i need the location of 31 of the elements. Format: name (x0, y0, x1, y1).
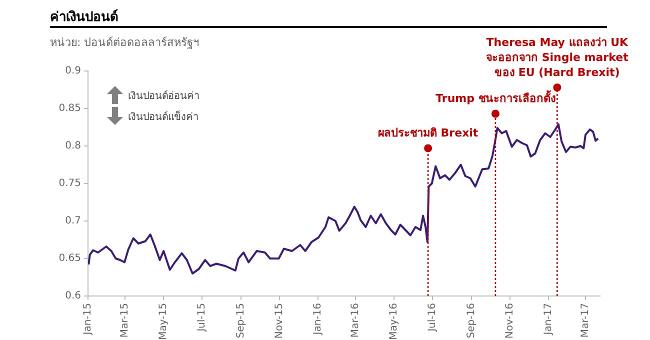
point (491, 110, 500, 118)
point (424, 144, 432, 152)
x-tick-label: Sep-15 (236, 303, 247, 338)
ref-line-label: Theresa May แถลงว่า UK จะออกจาก Single market ของ EU (Hard Brexit) (486, 36, 629, 79)
y-tick-label: 0.6 (65, 290, 81, 302)
annotation: เงินปอนด์แข็งค่า (128, 109, 199, 124)
ref-line-label: Trump ชนะการเลือกตั้ง (436, 90, 556, 106)
x-tick-label: Nov-16 (504, 303, 516, 339)
y-tick-label: 0.9 (65, 66, 81, 77)
chart-title: ค่าเงินปอนด์ (50, 8, 118, 27)
y-tick-label: 0.85 (58, 103, 81, 114)
y-tick-label: 0.65 (58, 253, 81, 264)
x-tick-label: May-15 (158, 303, 170, 340)
point (553, 84, 562, 92)
x-tick-label: Nov-15 (274, 303, 286, 339)
x-tick-label: Mar-16 (350, 303, 362, 338)
x-tick-label: May-16 (388, 303, 400, 340)
x-tick-label: Jan-17 (542, 303, 554, 336)
x-tick-label: Sep-16 (466, 303, 478, 338)
y-tick-label: 0.7 (65, 216, 81, 227)
chart-subtitle: หน่วย: ปอนด์ต่อดอลลาร์สหรัฐฯ (50, 35, 200, 51)
x-tick-label: Jul-16 (427, 303, 438, 332)
x-tick-label: Mar-17 (580, 303, 592, 338)
x-tick-label: Jul-15 (196, 303, 208, 332)
y-tick-label: 0.75 (58, 178, 81, 190)
y-tick-label: 0.8 (65, 140, 81, 152)
x-tick-label: Jan-16 (312, 303, 324, 336)
ref-line-label: ผลประชามติ Brexit (378, 126, 478, 140)
x-tick-label: Mar-15 (120, 303, 131, 338)
annotation: เงินปอนด์อ่อนค่า (128, 89, 200, 102)
x-tick-label: Jan-15 (82, 303, 94, 336)
